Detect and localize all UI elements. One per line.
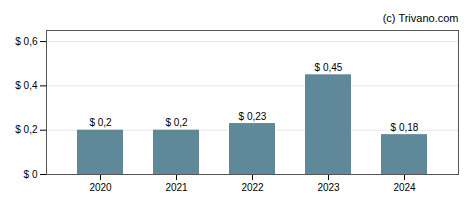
svg-text:$ 0,18: $ 0,18 — [391, 122, 419, 133]
svg-text:2022: 2022 — [241, 182, 264, 193]
svg-text:$ 0: $ 0 — [24, 169, 38, 180]
svg-text:2021: 2021 — [165, 182, 188, 193]
svg-text:$ 0,6: $ 0,6 — [15, 36, 38, 47]
svg-text:$ 0,2: $ 0,2 — [15, 124, 38, 135]
svg-text:$ 0,2: $ 0,2 — [89, 117, 112, 128]
svg-text:$ 0,2: $ 0,2 — [165, 117, 188, 128]
svg-text:$ 0,23: $ 0,23 — [239, 111, 267, 122]
svg-text:(c) Trivano.com: (c) Trivano.com — [383, 12, 459, 24]
svg-text:$ 0,4: $ 0,4 — [15, 80, 38, 91]
svg-text:2020: 2020 — [89, 182, 112, 193]
svg-text:2023: 2023 — [317, 182, 340, 193]
svg-text:2024: 2024 — [393, 182, 416, 193]
svg-text:$ 0,45: $ 0,45 — [315, 62, 343, 73]
